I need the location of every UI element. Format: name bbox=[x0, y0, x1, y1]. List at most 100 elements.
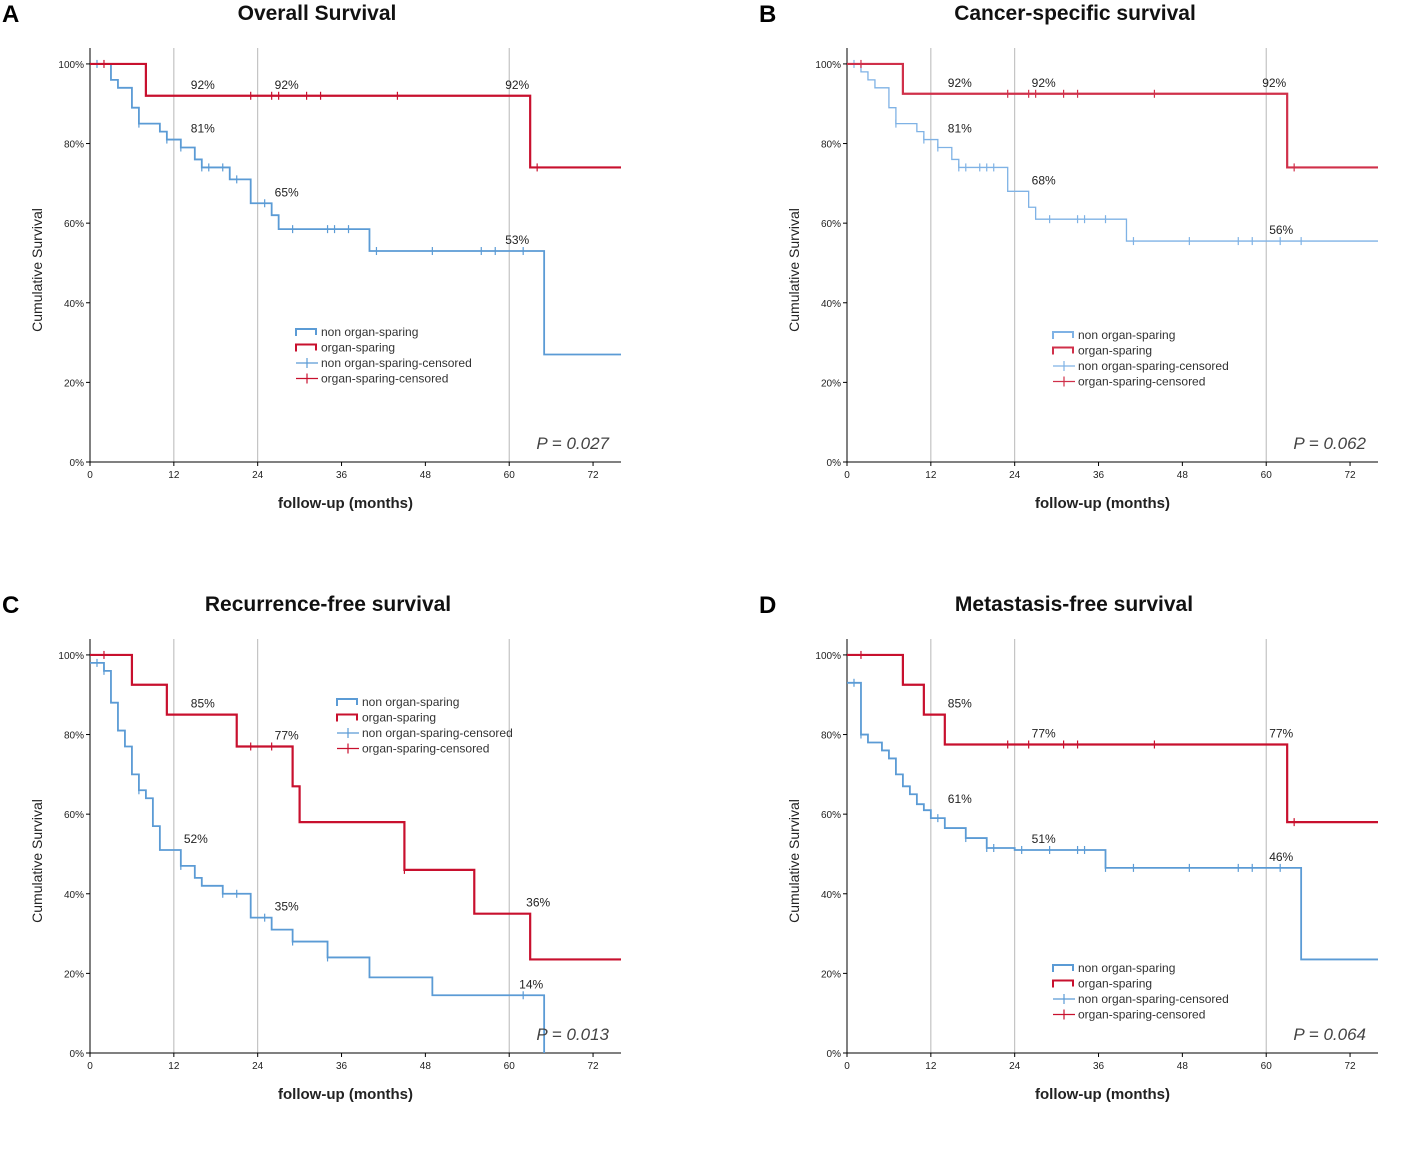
legend-label: organ-sparing-censored bbox=[321, 372, 448, 386]
y-tick-label: 100% bbox=[815, 60, 841, 71]
percent-annotation: 81% bbox=[191, 122, 215, 136]
panel-label: A bbox=[2, 1, 19, 28]
x-tick-label: 60 bbox=[1261, 1061, 1273, 1072]
x-tick-label: 48 bbox=[420, 470, 432, 481]
y-tick-label: 100% bbox=[58, 651, 84, 662]
x-tick-label: 72 bbox=[587, 470, 599, 481]
percent-annotation: 92% bbox=[275, 78, 299, 92]
legend-label: organ-sparing-censored bbox=[1078, 1008, 1205, 1022]
percent-annotation: 81% bbox=[948, 122, 972, 136]
y-tick-label: 20% bbox=[64, 378, 84, 389]
percent-annotation: 65% bbox=[275, 185, 299, 199]
y-tick-label: 0% bbox=[70, 1049, 85, 1060]
y-tick-label: 20% bbox=[821, 378, 841, 389]
panel-b: B Cancer-specific survival 0 12 24 36 48 60 72 0%… bbox=[759, 1, 1378, 512]
x-tick-label: 48 bbox=[1177, 1061, 1189, 1072]
percent-annotation: 46% bbox=[1269, 850, 1293, 864]
x-tick-label: 48 bbox=[420, 1061, 432, 1072]
x-tick-label: 12 bbox=[168, 470, 180, 481]
percent-annotation: 53% bbox=[505, 233, 529, 247]
y-tick-label: 0% bbox=[827, 1049, 842, 1060]
percent-annotation: 14% bbox=[519, 977, 543, 991]
percent-annotation: 92% bbox=[1262, 76, 1286, 90]
percent-annotation: 52% bbox=[184, 832, 208, 846]
legend-swatch bbox=[1052, 346, 1074, 355]
p-value: P = 0.013 bbox=[536, 1025, 609, 1044]
percent-annotation: 51% bbox=[1032, 832, 1056, 846]
p-value: P = 0.064 bbox=[1293, 1025, 1366, 1044]
y-axis-label: Cumulative Survival bbox=[29, 799, 45, 923]
y-tick-label: 100% bbox=[815, 651, 841, 662]
y-tick-label: 80% bbox=[821, 140, 841, 151]
panel-label: B bbox=[759, 1, 776, 28]
y-tick-label: 60% bbox=[64, 810, 84, 821]
y-tick-label: 40% bbox=[64, 299, 84, 310]
panel-a: A Overall Survival 0 12 24 36 48 60 72 0% 20% 40% 60… bbox=[2, 1, 621, 512]
y-tick-label: 80% bbox=[64, 140, 84, 151]
percent-annotation: 92% bbox=[191, 78, 215, 92]
y-tick-label: 20% bbox=[64, 969, 84, 980]
percent-annotation: 77% bbox=[1032, 726, 1056, 740]
y-tick-label: 20% bbox=[821, 969, 841, 980]
percent-annotation: 85% bbox=[948, 697, 972, 711]
x-tick-label: 72 bbox=[1344, 470, 1356, 481]
x-tick-label: 12 bbox=[925, 1061, 937, 1072]
percent-annotation: 68% bbox=[1032, 173, 1056, 187]
x-tick-label: 24 bbox=[1009, 470, 1021, 481]
p-value: P = 0.062 bbox=[1293, 434, 1366, 453]
series-line-organ-sparing bbox=[90, 653, 621, 961]
legend-label: non organ-sparing bbox=[321, 325, 418, 339]
y-tick-label: 0% bbox=[827, 458, 842, 469]
legend-label: organ-sparing-censored bbox=[362, 742, 489, 756]
x-tick-label: 60 bbox=[1261, 470, 1273, 481]
legend-swatch bbox=[1052, 979, 1074, 988]
percent-annotation: 35% bbox=[275, 900, 299, 914]
y-tick-label: 0% bbox=[70, 458, 85, 469]
legend-label: non organ-sparing-censored bbox=[362, 726, 513, 740]
series-line-non-organ-sparing bbox=[90, 661, 546, 1053]
y-tick-label: 80% bbox=[64, 731, 84, 742]
percent-annotation: 92% bbox=[948, 76, 972, 90]
percent-annotation: 77% bbox=[1269, 726, 1293, 740]
legend-swatch bbox=[336, 698, 358, 706]
x-tick-label: 0 bbox=[844, 1061, 850, 1072]
legend-label: organ-sparing bbox=[321, 341, 395, 355]
x-tick-label: 36 bbox=[336, 1061, 348, 1072]
series-line-organ-sparing bbox=[90, 62, 621, 169]
x-tick-label: 36 bbox=[1093, 1061, 1105, 1072]
series-line-organ-sparing bbox=[847, 653, 1378, 824]
legend-swatch bbox=[1052, 964, 1074, 972]
percent-annotation: 92% bbox=[505, 78, 529, 92]
percent-annotation: 56% bbox=[1269, 223, 1293, 237]
x-axis-label: follow-up (months) bbox=[1035, 495, 1170, 512]
x-tick-label: 36 bbox=[1093, 470, 1105, 481]
y-tick-label: 40% bbox=[821, 299, 841, 310]
percent-annotation: 61% bbox=[948, 792, 972, 806]
x-tick-label: 60 bbox=[504, 470, 516, 481]
x-tick-label: 24 bbox=[252, 1061, 264, 1072]
chart-title: Overall Survival bbox=[238, 2, 397, 25]
x-axis-label: follow-up (months) bbox=[278, 495, 413, 512]
series-line-organ-sparing bbox=[847, 62, 1378, 169]
series-line-non-organ-sparing bbox=[847, 63, 1378, 242]
legend-swatch bbox=[1052, 331, 1074, 339]
chart-title: Cancer-specific survival bbox=[954, 2, 1196, 25]
x-tick-label: 0 bbox=[87, 470, 93, 481]
x-tick-label: 60 bbox=[504, 1061, 516, 1072]
percent-annotation: 36% bbox=[526, 896, 550, 910]
p-value: P = 0.027 bbox=[536, 434, 609, 453]
legend-label: organ-sparing bbox=[1078, 977, 1152, 991]
y-axis-label: Cumulative Survival bbox=[786, 208, 802, 332]
x-tick-label: 72 bbox=[587, 1061, 599, 1072]
y-tick-label: 100% bbox=[58, 60, 84, 71]
panel-label: C bbox=[2, 592, 19, 619]
y-tick-label: 60% bbox=[821, 219, 841, 230]
legend-label: organ-sparing bbox=[362, 711, 436, 725]
y-tick-label: 80% bbox=[821, 731, 841, 742]
x-tick-label: 24 bbox=[1009, 1061, 1021, 1072]
